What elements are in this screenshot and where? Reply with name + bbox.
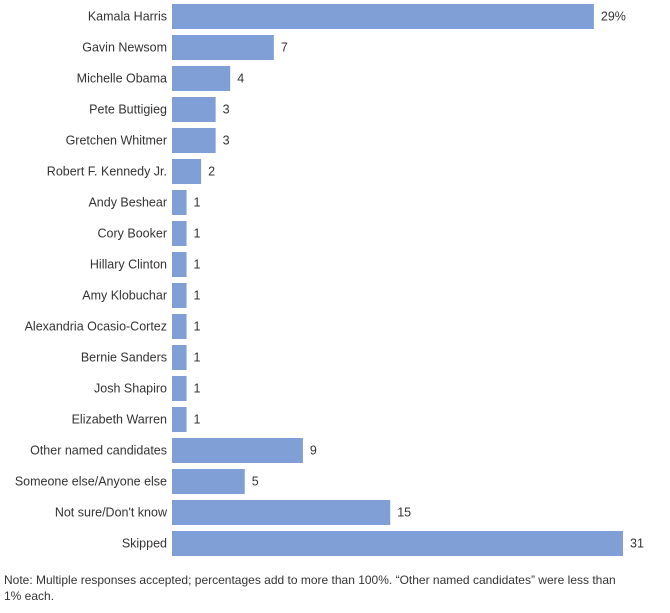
bar-robert-f-kennedy-jr [172, 159, 202, 184]
value-label-hillary-clinton: 1 [194, 258, 201, 272]
category-label-other-named-candidates: Other named candidates [30, 444, 167, 458]
value-label-cory-booker: 1 [194, 227, 201, 241]
bar-kamala-harris [172, 4, 594, 29]
category-label-hillary-clinton: Hillary Clinton [90, 258, 167, 272]
value-label-someone-else-anyone-else: 5 [252, 475, 259, 489]
value-label-elizabeth-warren: 1 [194, 413, 201, 427]
category-label-josh-shapiro: Josh Shapiro [94, 382, 167, 396]
category-label-elizabeth-warren: Elizabeth Warren [72, 413, 167, 427]
value-label-pete-buttigieg: 3 [223, 103, 230, 117]
value-label-michelle-obama: 4 [237, 72, 244, 86]
value-label-josh-shapiro: 1 [194, 382, 201, 396]
category-label-michelle-obama: Michelle Obama [77, 72, 167, 86]
category-label-robert-f-kennedy-jr: Robert F. Kennedy Jr. [47, 165, 167, 179]
category-label-gretchen-whitmer: Gretchen Whitmer [66, 134, 167, 148]
bar-josh-shapiro [172, 376, 187, 401]
bar-elizabeth-warren [172, 407, 187, 432]
category-label-alexandria-ocasio-cortez: Alexandria Ocasio-Cortez [25, 320, 167, 334]
bar-amy-klobuchar [172, 283, 187, 308]
bar-someone-else-anyone-else [172, 469, 245, 494]
value-label-skipped: 31 [630, 537, 644, 551]
bar-pete-buttigieg [172, 97, 216, 122]
value-label-other-named-candidates: 9 [310, 444, 317, 458]
value-label-andy-beshear: 1 [194, 196, 201, 210]
value-label-alexandria-ocasio-cortez: 1 [194, 320, 201, 334]
value-label-bernie-sanders: 1 [194, 351, 201, 365]
bar-michelle-obama [172, 66, 231, 91]
bar-cory-booker [172, 221, 187, 246]
category-label-skipped: Skipped [122, 537, 167, 551]
value-label-robert-f-kennedy-jr: 2 [208, 165, 215, 179]
bar-andy-beshear [172, 190, 187, 215]
bar-chart: Kamala Harris 29% Gavin Newsom 7 Michelle Ob… [15, 4, 644, 556]
category-label-someone-else-anyone-else: Someone else/Anyone else [15, 475, 167, 489]
chart-note: Note: Multiple responses accepted; perce… [4, 573, 616, 603]
bar-gavin-newsom [172, 35, 274, 60]
category-label-pete-buttigieg: Pete Buttigieg [89, 103, 167, 117]
category-label-kamala-harris: Kamala Harris [88, 10, 167, 24]
value-label-kamala-harris: 29% [601, 10, 626, 24]
bar-skipped [172, 531, 623, 556]
category-label-bernie-sanders: Bernie Sanders [81, 351, 167, 365]
value-label-gavin-newsom: 7 [281, 41, 288, 55]
value-label-not-sure-don-t-know: 15 [397, 506, 411, 520]
bar-other-named-candidates [172, 438, 303, 463]
category-label-amy-klobuchar: Amy Klobuchar [82, 289, 167, 303]
bar-gretchen-whitmer [172, 128, 216, 153]
category-label-andy-beshear: Andy Beshear [88, 196, 167, 210]
category-label-gavin-newsom: Gavin Newsom [82, 41, 167, 55]
bar-hillary-clinton [172, 252, 187, 277]
category-label-not-sure-don-t-know: Not sure/Don't know [55, 506, 168, 520]
value-label-amy-klobuchar: 1 [194, 289, 201, 303]
bar-bernie-sanders [172, 345, 187, 370]
category-label-cory-booker: Cory Booker [98, 227, 167, 241]
bar-not-sure-don-t-know [172, 500, 391, 525]
value-label-gretchen-whitmer: 3 [223, 134, 230, 148]
bar-alexandria-ocasio-cortez [172, 314, 187, 339]
